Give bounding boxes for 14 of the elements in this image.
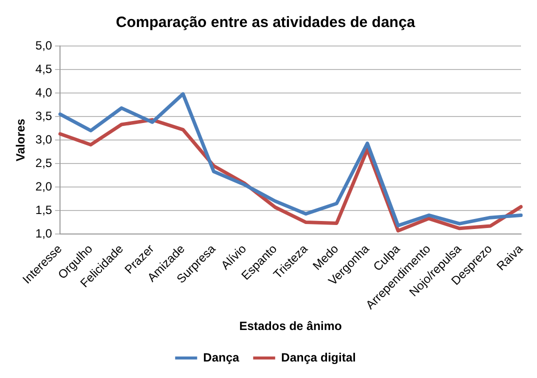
y-tick-label: 4,0 xyxy=(35,85,52,100)
y-tick-label: 5,0 xyxy=(35,38,52,52)
x-axis-title: Estados de ânimo xyxy=(239,319,342,334)
y-tick-label: 1,5 xyxy=(35,202,52,217)
chart-title: Comparação entre as atividades de dança xyxy=(116,14,416,32)
y-tick-label: 3,0 xyxy=(35,132,52,146)
y-tick-label: 1,0 xyxy=(35,226,52,240)
y-tick-label: 2,0 xyxy=(35,179,52,194)
legend-label: Dança digital xyxy=(281,350,356,364)
legend-label: Dança xyxy=(203,350,240,364)
y-tick-label: 4,5 xyxy=(35,62,52,76)
y-axis-title: Valores xyxy=(14,118,28,162)
y-tick-label: 3,5 xyxy=(35,108,52,123)
y-tick-label: 2,5 xyxy=(35,156,52,170)
